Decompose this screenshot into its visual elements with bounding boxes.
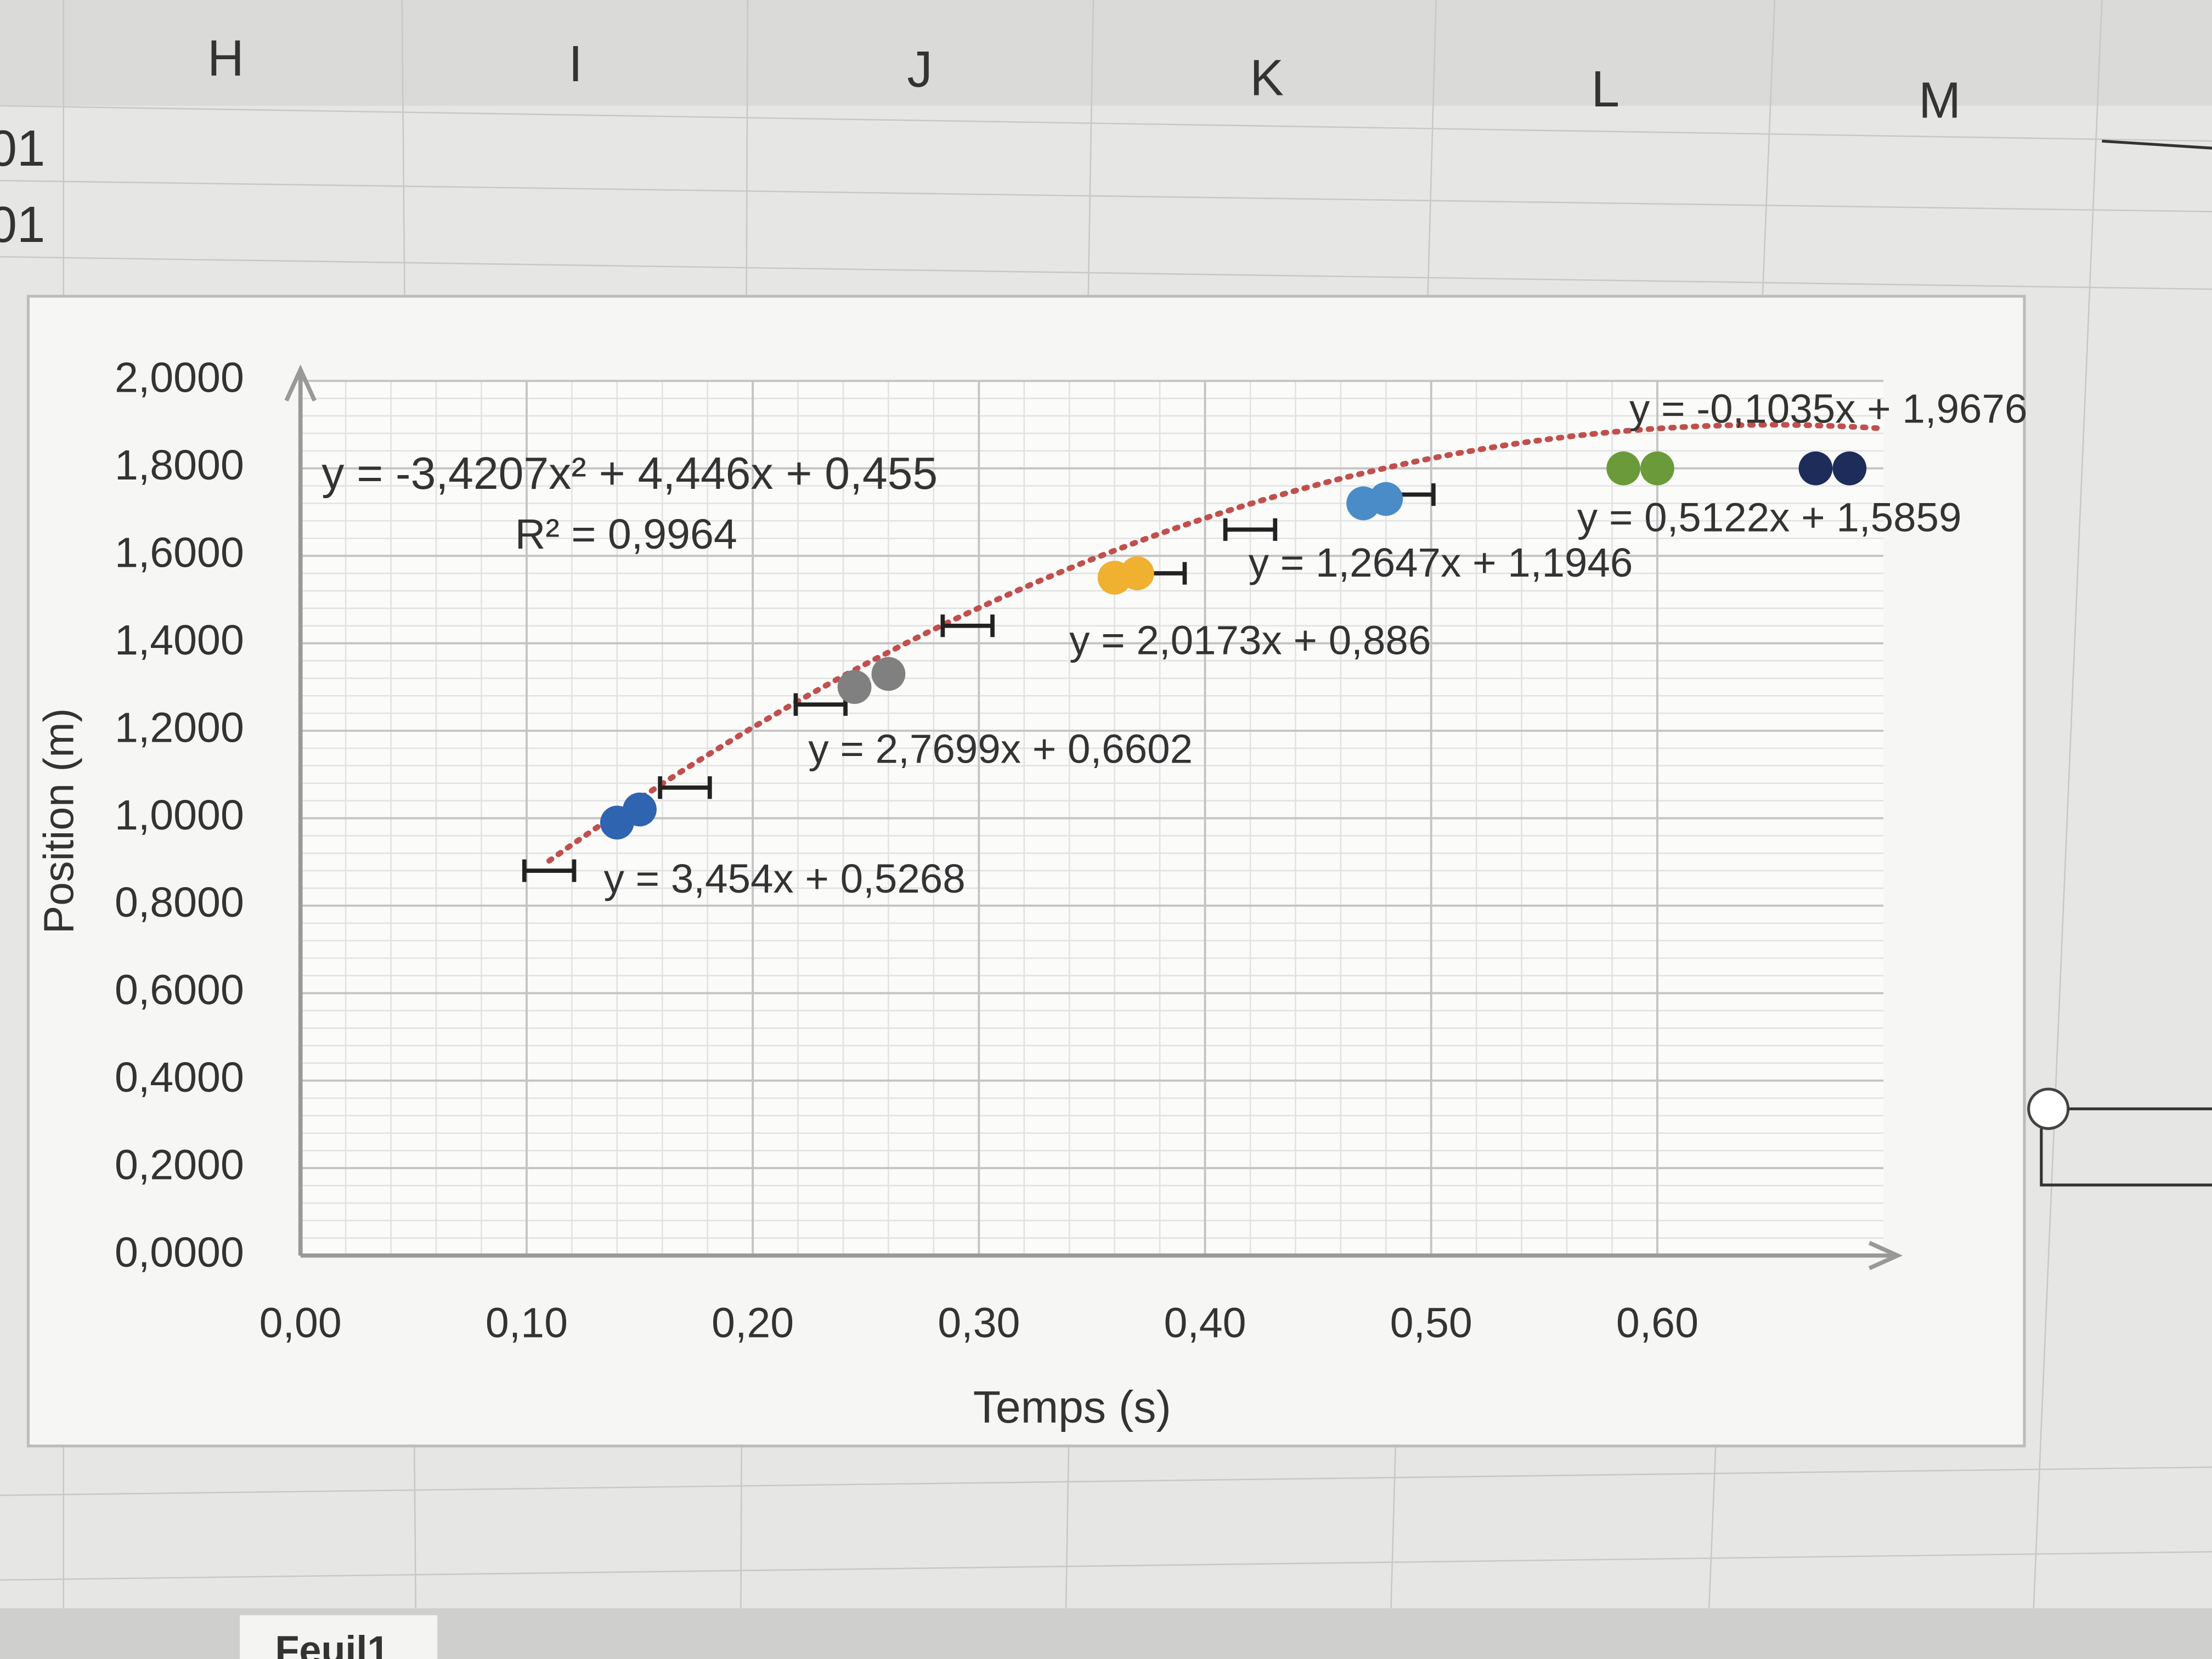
y-tick-label: 0,2000 [115,1142,244,1189]
point [871,657,906,691]
cell-line [0,179,2212,212]
y-tick-label: 1,4000 [115,617,244,664]
series-equation: y = 2,7699x + 0,6602 [808,725,1193,771]
x-tick-label: 0,10 [486,1300,568,1347]
sheet-tab-label[interactable]: Feuil1 [275,1629,389,1659]
series-equation: y = 3,454x + 0,5268 [604,855,966,901]
cell-line [0,105,2212,142]
plot: 0,0000 0,2000 0,4000 0,6000 0,8000 1,0000 1,20… [115,354,2028,1347]
error-bar [658,776,712,799]
series-equation: y = 1,2647x + 1,1946 [1249,539,1633,585]
cell-line [0,256,2212,290]
point [1606,451,1640,486]
x-axis [300,1240,1903,1271]
y-tick-label: 0,4000 [115,1054,244,1101]
trendline-r2: R² = 0,9964 [515,511,737,558]
cell-line [0,1551,2212,1581]
y-tick-label: 1,2000 [115,704,244,751]
x-axis-title: Temps (s) [973,1383,1171,1432]
series-equation: y = 0,5122x + 1,5859 [1577,494,1962,540]
x-tick-label: 0,00 [259,1300,342,1347]
point [1369,482,1403,516]
y-tick-label: 1,0000 [115,792,244,839]
column-headers: H I J K L M [207,30,1961,129]
row-cell: 01 [0,196,45,253]
error-bar [1223,518,1278,541]
y-axis [284,364,317,1256]
series-equation: y = -0,1035x + 1,9676 [1629,386,2027,432]
column-header: I [568,35,583,92]
sheet-tab[interactable] [240,1615,438,1659]
column-header-bar [0,0,2212,106]
x-tick-label: 0,20 [712,1300,794,1347]
point [1798,451,1833,486]
y-tick-label: 0,8000 [115,879,244,926]
point [1120,556,1154,590]
resize-handle[interactable] [2027,1087,2070,1130]
column-header: J [907,41,932,98]
column-header: H [207,30,244,87]
x-tick-label: 0,40 [1164,1300,1246,1347]
cell-border [2040,1107,2212,1187]
error-bar [940,614,995,637]
point [837,670,872,704]
y-tick-label: 0,0000 [115,1229,244,1276]
point [1832,451,1867,486]
y-tick-label: 0,6000 [115,967,244,1014]
cell-line [2030,0,2103,1659]
trendline [546,422,1887,864]
x-tick-label: 0,50 [1390,1300,1472,1347]
point [1640,451,1674,486]
y-tick-label: 2,0000 [115,354,244,402]
trendline-equation: y = -3,4207x² + 4,446x + 0,455 [321,449,938,499]
y-tick-label: 1,6000 [115,529,244,577]
series-equation: y = 2,0173x + 0,886 [1069,617,1431,663]
y-tick-label: 1,8000 [115,442,244,489]
error-bar [522,859,577,882]
row-cell: 01 [0,120,45,177]
point [623,792,657,827]
column-header: M [1918,72,1961,129]
cell-border [2102,139,2212,150]
y-axis-title: Position (m) [36,708,83,934]
x-tick-label: 0,30 [938,1300,1020,1347]
cell-line [0,1466,2212,1496]
x-tick-label: 0,60 [1616,1300,1699,1347]
column-header: K [1250,49,1284,106]
column-header: L [1592,60,1620,117]
